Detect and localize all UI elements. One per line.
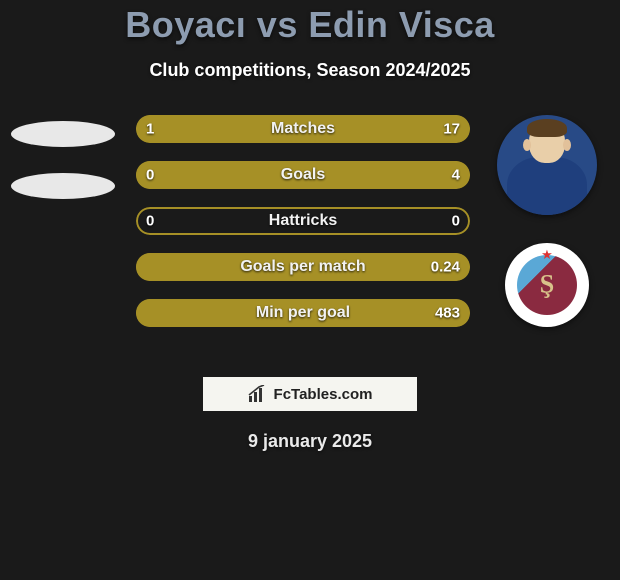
date-label: 9 january 2025: [0, 431, 620, 452]
bar-label: Goals: [281, 166, 325, 184]
footer-badge: FcTables.com: [203, 377, 417, 411]
player-left-placeholder-2: [11, 173, 115, 199]
bar-value-left: 0: [146, 213, 154, 230]
bar-value-right: 0.24: [431, 259, 460, 276]
player-left-column: [8, 115, 118, 199]
chart-icon: [248, 385, 268, 403]
player-left-placeholder-1: [11, 121, 115, 147]
bars-container: Matches 1 17 Goals 0 4 Hattricks 0 0 Goals per ma…: [136, 115, 470, 327]
bar-value-right: 0: [452, 213, 460, 230]
player-right-column: ★ Ş: [492, 115, 602, 327]
photo-ear-right: [563, 139, 571, 151]
photo-body: [507, 157, 587, 215]
bar-value-right: 17: [443, 121, 460, 138]
bar-row: Goals 0 4: [136, 161, 470, 189]
photo-hair: [527, 119, 567, 137]
page-title: Boyacı vs Edin Visca: [0, 4, 620, 46]
bar-label: Matches: [271, 120, 335, 138]
bar-row: Min per goal 483: [136, 299, 470, 327]
subtitle: Club competitions, Season 2024/2025: [0, 60, 620, 81]
bar-label: Goals per match: [240, 258, 365, 276]
bar-row: Hattricks 0 0: [136, 207, 470, 235]
player-right-photo: [497, 115, 597, 215]
badge-letter: Ş: [540, 269, 554, 299]
comparison-chart: ★ Ş Matches 1 17 Goals 0 4 Hattricks 0 0 Goals pe…: [0, 115, 620, 355]
bar-row: Goals per match 0.24: [136, 253, 470, 281]
bar-value-left: 1: [146, 121, 154, 138]
bar-value-right: 4: [452, 167, 460, 184]
photo-ear-left: [523, 139, 531, 151]
bar-row: Matches 1 17: [136, 115, 470, 143]
bar-label: Min per goal: [256, 304, 350, 322]
bar-value-right: 483: [435, 305, 460, 322]
bar-value-left: 0: [146, 167, 154, 184]
badge-star-icon: ★: [541, 247, 553, 263]
footer-label: FcTables.com: [274, 386, 373, 403]
bar-label: Hattricks: [269, 212, 337, 230]
player-right-badge: ★ Ş: [505, 243, 589, 327]
